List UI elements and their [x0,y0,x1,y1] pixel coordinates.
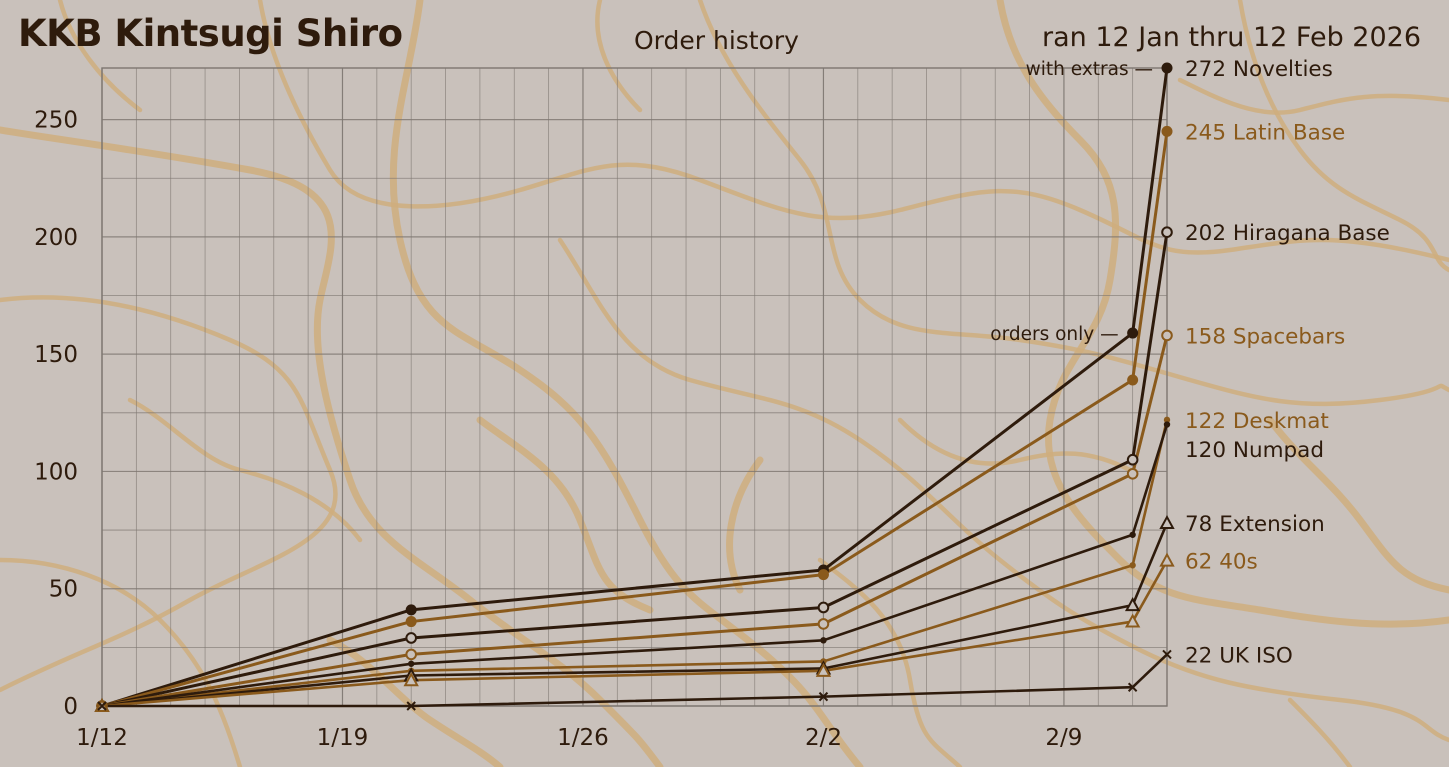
series-marker [1161,329,1173,342]
series-marker [1161,125,1173,137]
y-tick-label: 0 [63,694,78,720]
series-line [101,231,1169,708]
annotation-label: with extras — [1026,59,1153,80]
series-end-label: 62 40s [1185,550,1258,575]
series-markers [94,62,1175,712]
crack-vein [476,416,654,614]
series-marker [1161,62,1173,74]
x-tick-label: 1/26 [557,725,609,751]
x-tick-label: 2/9 [1045,725,1082,751]
series-marker [1127,374,1139,386]
series-marker [405,604,417,616]
series-marker [1126,467,1139,480]
crack-vein [817,557,963,767]
series-marker [1159,514,1175,530]
date-range: ran 12 Jan thru 12 Feb 2026 [1041,22,1421,53]
crack-vein [57,0,143,113]
series-marker [1129,562,1136,569]
series-marker [1126,453,1139,466]
x-tick-label: 2/2 [805,725,842,751]
crack-vein [897,417,1133,473]
series-marker [403,672,419,687]
series-marker [815,662,832,677]
series-end-label: 245 Latin Base [1185,120,1345,145]
series-end-label: 158 Spacebars [1185,324,1345,349]
brand-title: KKB Kintsugi Shiro [18,12,403,55]
crack-vein [1177,77,1449,115]
series-marker [1163,421,1171,428]
series-marker [1127,327,1139,339]
chart-axes: 0 50 100 150 200 250 1/12 1/19 1/26 2/2 2/9 [34,108,1082,751]
crack-vein [726,456,764,594]
y-tick-label: 150 [34,342,78,368]
y-tick-label: 200 [34,225,78,251]
crack-vein [557,237,1449,743]
chart-grid [101,67,1168,707]
series-marker [1127,682,1138,692]
series-marker [405,632,417,644]
series-end-labels: 272 Novelties 245 Latin Base 202 Hiragana … [990,57,1390,668]
series-marker [1162,649,1172,660]
series-marker [1129,531,1136,538]
series-marker [818,691,829,702]
series-line [101,131,1169,708]
crack-vein [996,0,1449,628]
series-marker [1159,552,1175,567]
crack-vein [1266,416,1449,594]
crack-vein [1287,697,1353,767]
crack-vein [0,295,338,693]
crack-vein [326,636,504,767]
series-end-label: 202 Hiragana Base [1185,221,1390,246]
series-marker [817,601,830,614]
plot-frame [101,67,1168,707]
series-marker [1124,597,1141,612]
crack-vein [697,0,1449,407]
y-tick-label: 50 [49,577,78,603]
series-marker [405,648,417,661]
series-end-label: 22 UK ISO [1185,643,1293,668]
chart-title: Order history [634,26,799,55]
series-marker [1163,416,1171,424]
crack-vein [0,557,243,767]
x-tick-label: 1/12 [76,725,128,751]
crack-vein [257,0,1449,263]
crack-vein [595,0,643,113]
crack-vein [0,126,664,767]
series-marker [406,701,416,711]
y-tick-label: 250 [34,108,78,134]
series-marker [97,701,107,711]
series-marker [1161,226,1173,238]
series-end-label: 120 Numpad [1185,438,1324,463]
crack-vein [127,397,363,543]
crack-vein [1237,0,1449,273]
series-end-label: 272 Novelties [1185,57,1333,82]
series-marker [820,637,827,644]
series-marker [1124,613,1141,628]
annotation-label: orders only — [990,324,1118,345]
series-marker [817,569,829,581]
series-marker [405,616,417,628]
series-end-label: 122 Deskmat [1185,409,1329,434]
series-end-label: 78 Extension [1185,512,1325,537]
series-marker [407,660,415,667]
x-tick-label: 1/19 [317,725,369,751]
series-marker [817,618,830,630]
y-tick-label: 100 [34,459,78,485]
